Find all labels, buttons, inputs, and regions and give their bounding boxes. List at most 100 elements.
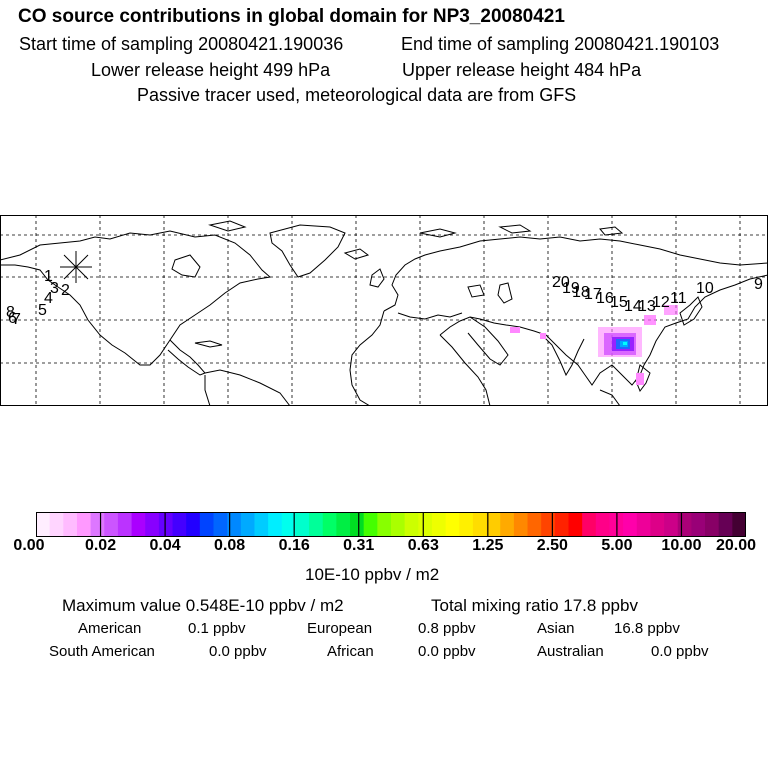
color-scale-swatch (213, 512, 228, 537)
point-label: 17 (584, 286, 602, 303)
color-scale-swatch (186, 512, 201, 537)
color-scale-swatch (636, 512, 651, 537)
point-label: 20 (552, 274, 570, 291)
color-scale-tick-label: 5.00 (601, 537, 633, 554)
color-scale-swatch (295, 512, 310, 537)
color-scale-swatch (513, 512, 529, 537)
color-scale-swatch (500, 512, 515, 537)
lower-release-height-label: Lower release height 499 hPa (91, 60, 331, 80)
color-scale-tick-label: 0.16 (278, 537, 310, 554)
color-scale-swatch (541, 512, 556, 537)
color-scale-swatch (718, 512, 733, 537)
point-label: 15 (610, 294, 628, 311)
color-scale-tick-label: 0.63 (407, 537, 439, 554)
color-scale-tick-label: 0.02 (84, 537, 117, 554)
color-scale-swatch (281, 512, 296, 537)
color-scale-swatch (131, 512, 146, 537)
australian-label: Australian (537, 643, 604, 660)
color-scale-swatch (36, 512, 51, 537)
point-label: 1 (44, 268, 53, 285)
concentration-plume (510, 305, 678, 385)
start-time-label: Start time of sampling 20080421.190036 (19, 34, 344, 54)
color-scale-swatch (49, 512, 64, 537)
maximum-value-label: Maximum value 0.548E-10 ppbv / m2 (62, 596, 344, 615)
plot-title: CO source contributions in global domain… (18, 6, 565, 27)
color-scale-swatch (90, 512, 105, 537)
map-gridlines (0, 215, 768, 406)
color-scale-swatch (527, 512, 542, 537)
point-label: 14 (624, 298, 642, 315)
color-scale-swatch (472, 512, 488, 537)
color-scale-swatch (145, 512, 160, 537)
point-label: 7 (12, 311, 21, 328)
color-scale-swatch (582, 512, 597, 537)
color-scale-swatch (350, 512, 365, 537)
color-scale-swatch (363, 512, 378, 537)
point-label: 11 (670, 290, 687, 307)
color-scale-swatch (486, 512, 501, 537)
coastlines (0, 220, 768, 406)
point-label: 13 (638, 298, 656, 315)
asian-value: 16.8 ppbv (614, 620, 680, 637)
color-scale-swatch (172, 512, 187, 537)
color-scale-tick-label: 1.25 (472, 537, 504, 554)
point-label: 8 (6, 304, 15, 321)
point-label: 12 (652, 294, 670, 311)
color-scale-swatch (418, 512, 433, 537)
color-scale-swatch (309, 512, 324, 537)
european-label: European (307, 620, 373, 637)
color-scale-tick-label: 0.08 (214, 537, 246, 554)
color-scale-border (36, 512, 746, 537)
color-scale-bar (36, 512, 746, 537)
total-mixing-ratio-label: Total mixing ratio 17.8 ppbv (431, 596, 638, 615)
american-label: American (78, 620, 142, 637)
point-label: 3 (50, 280, 59, 297)
color-scale-swatch (254, 512, 269, 537)
color-scale-swatch (568, 512, 583, 537)
color-scale-swatch (677, 512, 692, 537)
color-scale-tick-label: 0.04 (149, 537, 181, 554)
world-map: 1 2 3 4 5 6 7 8 9 10 11 12 13 14 15 16 1… (0, 215, 768, 406)
point-label: 16 (596, 290, 614, 307)
upper-release-height-label: Upper release height 484 hPa (402, 60, 642, 80)
color-scale-swatch (623, 512, 638, 537)
color-scale-tick-label: 0.31 (343, 537, 375, 554)
american-value: 0.1 ppbv (188, 620, 246, 637)
end-time-label: End time of sampling 20080421.190103 (401, 34, 720, 54)
color-scale-tick-label: 2.50 (536, 537, 568, 554)
color-scale-swatch (459, 512, 474, 537)
point-label: 6 (8, 310, 17, 327)
south-american-value: 0.0 ppbv (209, 643, 267, 660)
color-scale-tick-label: 20.00 (715, 537, 757, 554)
tracer-note: Passive tracer used, meteorological data… (137, 85, 577, 105)
point-label: 18 (572, 284, 590, 301)
trajectory-point-labels: 1 2 3 4 5 6 7 8 9 10 11 12 13 14 15 16 1… (6, 268, 763, 328)
european-value: 0.8 ppbv (418, 620, 476, 637)
color-scale-tick-label: 0.00 (13, 537, 45, 554)
color-scale-swatch (268, 512, 283, 537)
african-value: 0.0 ppbv (418, 643, 476, 660)
color-scale-swatch (691, 512, 706, 537)
point-label: 9 (754, 276, 763, 293)
color-scale-swatch (158, 512, 174, 537)
color-scale-swatch (377, 512, 392, 537)
color-scale-swatch (404, 512, 419, 537)
point-label: 19 (562, 280, 580, 297)
color-scale-swatch (431, 512, 447, 537)
color-scale-swatch (705, 512, 720, 537)
release-point-marker (60, 251, 92, 283)
color-scale-swatch (554, 512, 569, 537)
color-scale-swatch (650, 512, 665, 537)
point-label: 2 (61, 282, 70, 299)
color-scale-swatch (732, 512, 746, 537)
color-scale-swatch (322, 512, 337, 537)
color-scale-swatch (336, 512, 351, 537)
point-label: 10 (696, 280, 714, 297)
color-scale-swatch (664, 512, 679, 537)
color-scale-swatch (595, 512, 610, 537)
color-scale-swatch (199, 512, 214, 537)
color-scale-tick-label: 10.00 (661, 537, 702, 554)
color-scale-swatch (63, 512, 78, 537)
australian-value: 0.0 ppbv (651, 643, 709, 660)
asian-label: Asian (537, 620, 575, 637)
